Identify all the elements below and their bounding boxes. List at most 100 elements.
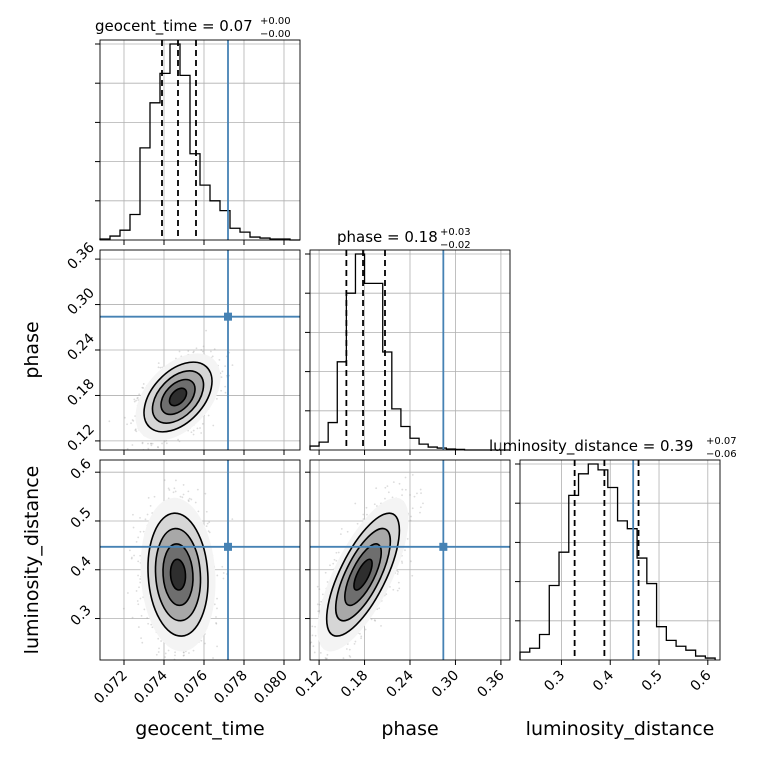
sample-point [161,442,163,445]
sample-point [160,640,162,642]
sample-point [132,513,134,516]
sample-point [190,671,192,673]
contour-line [169,558,187,591]
sample-point [150,623,153,626]
sample-point [167,487,170,490]
x-axis-label-luminosity-distance: luminosity_distance [526,718,715,740]
sample-point [182,484,185,486]
sample-point [220,389,223,392]
title-luminosity-distance-main: luminosity_distance = 0.39 [489,437,693,456]
sample-point [222,577,225,580]
y-axis-label-luminosity-distance: luminosity_distance [21,466,43,655]
sample-point [151,473,153,475]
density-layer [122,479,234,677]
sample-point [155,653,158,656]
sample-point [325,658,327,660]
grid-lines [310,250,510,450]
sample-point [157,637,160,640]
title-phase-lower: −0.02 [440,240,471,251]
sample-point [126,423,128,426]
sample-point [187,675,189,677]
sample-point [139,554,142,557]
title-phase-main: phase = 0.18 [337,228,438,246]
sample-point [183,654,185,657]
sample-point [127,592,129,594]
sample-point [168,489,171,491]
sample-point [137,626,140,628]
x-axis-label-geocent-time: geocent_time [135,718,264,740]
sample-point [186,663,188,665]
sample-point [205,525,208,528]
sample-point [141,386,144,389]
sample-point [173,487,176,490]
sample-point [221,370,224,373]
sample-point [141,442,144,445]
sample-point [366,513,368,516]
sample-point [215,616,217,618]
title-luminosity-distance-lower: −0.06 [706,449,737,460]
axes-frame [99,249,301,451]
sample-point [204,642,206,645]
sample-point [200,639,203,642]
sample-point [130,557,133,560]
sample-point [215,622,218,625]
sample-point [182,651,185,654]
sample-point [216,574,219,577]
sample-point [159,366,162,369]
sample-point [207,414,210,417]
sample-point [164,652,167,655]
sample-point [326,653,329,656]
sample-point [192,433,195,436]
axes-frame [99,459,301,661]
sample-point [165,442,168,445]
sample-point [142,387,145,389]
sample-point [139,530,142,533]
sample-point [151,442,154,445]
sample-point [314,625,316,628]
contour-line [160,378,196,416]
sample-point [174,651,176,654]
sample-point [130,556,133,559]
histogram-step-line [99,43,300,241]
sample-point [201,350,204,353]
sample-point [190,431,193,434]
sample-point [231,364,234,367]
sample-point [157,362,160,365]
sample-point [137,603,140,606]
sample-point [179,495,182,498]
contour-line [143,361,213,433]
sample-point [305,643,307,645]
sample-point [221,565,224,568]
sample-point [130,422,132,425]
sample-point [135,430,138,433]
contour-line [162,543,194,607]
sample-point [163,440,166,443]
y-axis-label-phase: phase [21,321,43,378]
sample-point [220,376,223,379]
grid-lines [100,40,300,240]
sample-point [138,393,141,396]
sample-point [378,607,381,610]
sample-point [178,350,181,353]
sample-point [192,649,195,652]
title-luminosity-distance: luminosity_distance = 0.39 +0.07 −0.06 [489,436,737,460]
sample-point [193,350,195,353]
sample-point [189,661,191,663]
sample-point [222,572,225,574]
histogram-step-line [309,253,510,451]
density-level [170,559,186,591]
axes-frame [99,39,301,241]
axes-frame [309,249,511,451]
sample-point [137,396,139,399]
sample-point [139,578,142,580]
sample-point [139,597,142,600]
histogram-geocent-time-panel [95,39,301,245]
sample-point [147,447,150,450]
sample-point [208,521,211,524]
title-geocent-time: geocent_time = 0.07 +0.00 −0.00 [95,16,291,40]
sample-point [216,597,218,600]
sample-point [153,495,156,498]
sample-point [172,669,174,671]
sample-point [139,516,141,519]
